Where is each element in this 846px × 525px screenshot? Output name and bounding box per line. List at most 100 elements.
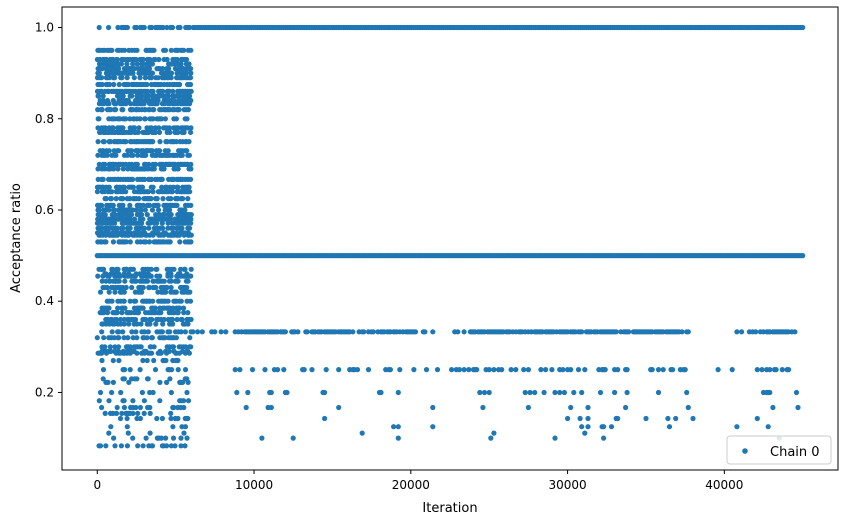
data-point [579, 424, 585, 430]
data-point [130, 70, 136, 76]
data-point [171, 266, 177, 272]
data-point [187, 93, 193, 99]
data-point [168, 415, 174, 422]
data-point [138, 207, 144, 213]
data-point [491, 367, 497, 373]
data-point [143, 435, 149, 441]
data-point [134, 376, 140, 382]
data-point [100, 93, 106, 99]
data-point [281, 367, 287, 373]
x-tick-label: 30000 [548, 478, 586, 492]
data-point [113, 410, 120, 416]
data-point [178, 329, 184, 335]
data-point [557, 389, 563, 396]
x-tick-label: 10000 [235, 478, 273, 492]
data-point [164, 350, 170, 356]
data-point [182, 367, 189, 373]
data-point [150, 88, 156, 94]
data-point [129, 329, 135, 335]
data-point [174, 70, 180, 76]
data-point [159, 220, 165, 226]
data-point [615, 367, 621, 373]
data-point [626, 329, 632, 335]
data-point [154, 196, 160, 202]
data-point [147, 430, 153, 436]
data-point [114, 56, 120, 63]
data-point [101, 335, 107, 341]
data-point [96, 207, 102, 213]
data-point [568, 367, 574, 373]
data-point [188, 316, 194, 323]
data-point [148, 196, 154, 202]
data-point [499, 367, 505, 373]
data-point [95, 139, 101, 145]
data-point [290, 435, 296, 441]
data-point [183, 56, 190, 63]
data-point [121, 184, 127, 190]
data-point [118, 61, 124, 67]
data-point [158, 435, 164, 441]
data-point [169, 24, 176, 31]
data-point [167, 329, 173, 335]
data-point [322, 389, 328, 396]
data-point [141, 101, 147, 107]
data-point [481, 389, 488, 396]
legend-label-chain-0: Chain 0 [770, 445, 820, 460]
data-point [185, 278, 191, 284]
x-tick-label: 0 [93, 478, 101, 492]
data-point [147, 410, 153, 416]
data-point [185, 310, 191, 316]
data-point [770, 404, 776, 411]
data-point [120, 225, 126, 231]
data-point [767, 367, 773, 373]
data-point [96, 70, 102, 76]
data-point [181, 129, 187, 135]
data-point [140, 443, 146, 449]
data-point [101, 310, 107, 316]
data-point [513, 367, 519, 373]
data-point [178, 298, 184, 304]
data-point [167, 376, 173, 382]
data-point [127, 202, 133, 208]
data-point [601, 435, 607, 441]
data-point [359, 430, 365, 436]
data-point [132, 125, 138, 131]
data-point [112, 75, 118, 81]
x-axis-label: Iteration [422, 501, 477, 516]
data-point [166, 66, 172, 72]
data-point [175, 278, 181, 284]
data-point [181, 310, 187, 316]
data-point [153, 212, 159, 218]
data-point [103, 56, 110, 63]
data-point [109, 389, 115, 396]
data-point [184, 284, 190, 291]
data-point [161, 166, 167, 172]
data-point [180, 379, 186, 385]
data-point [124, 415, 130, 422]
data-point [167, 239, 173, 245]
data-point [186, 184, 192, 190]
data-point [491, 430, 497, 436]
data-point [94, 335, 100, 341]
data-point [143, 152, 149, 158]
data-point [118, 443, 124, 449]
data-point [130, 184, 136, 190]
y-axis-ticks: 0.2 0.4 0.6 0.8 1.0 [35, 21, 62, 399]
data-point [178, 443, 184, 449]
data-point [480, 404, 486, 411]
data-point [109, 189, 115, 195]
data-point [190, 329, 196, 335]
data-point [124, 75, 130, 81]
data-point [152, 305, 158, 311]
data-point [106, 207, 112, 213]
data-point [105, 379, 111, 385]
data-point [99, 404, 105, 411]
data-point [157, 148, 163, 154]
data-point [133, 56, 139, 63]
data-point [153, 161, 159, 167]
data-point [155, 207, 162, 213]
data-point [176, 232, 183, 238]
data-point [144, 357, 150, 364]
data-point [154, 101, 160, 107]
data-point [157, 273, 163, 279]
